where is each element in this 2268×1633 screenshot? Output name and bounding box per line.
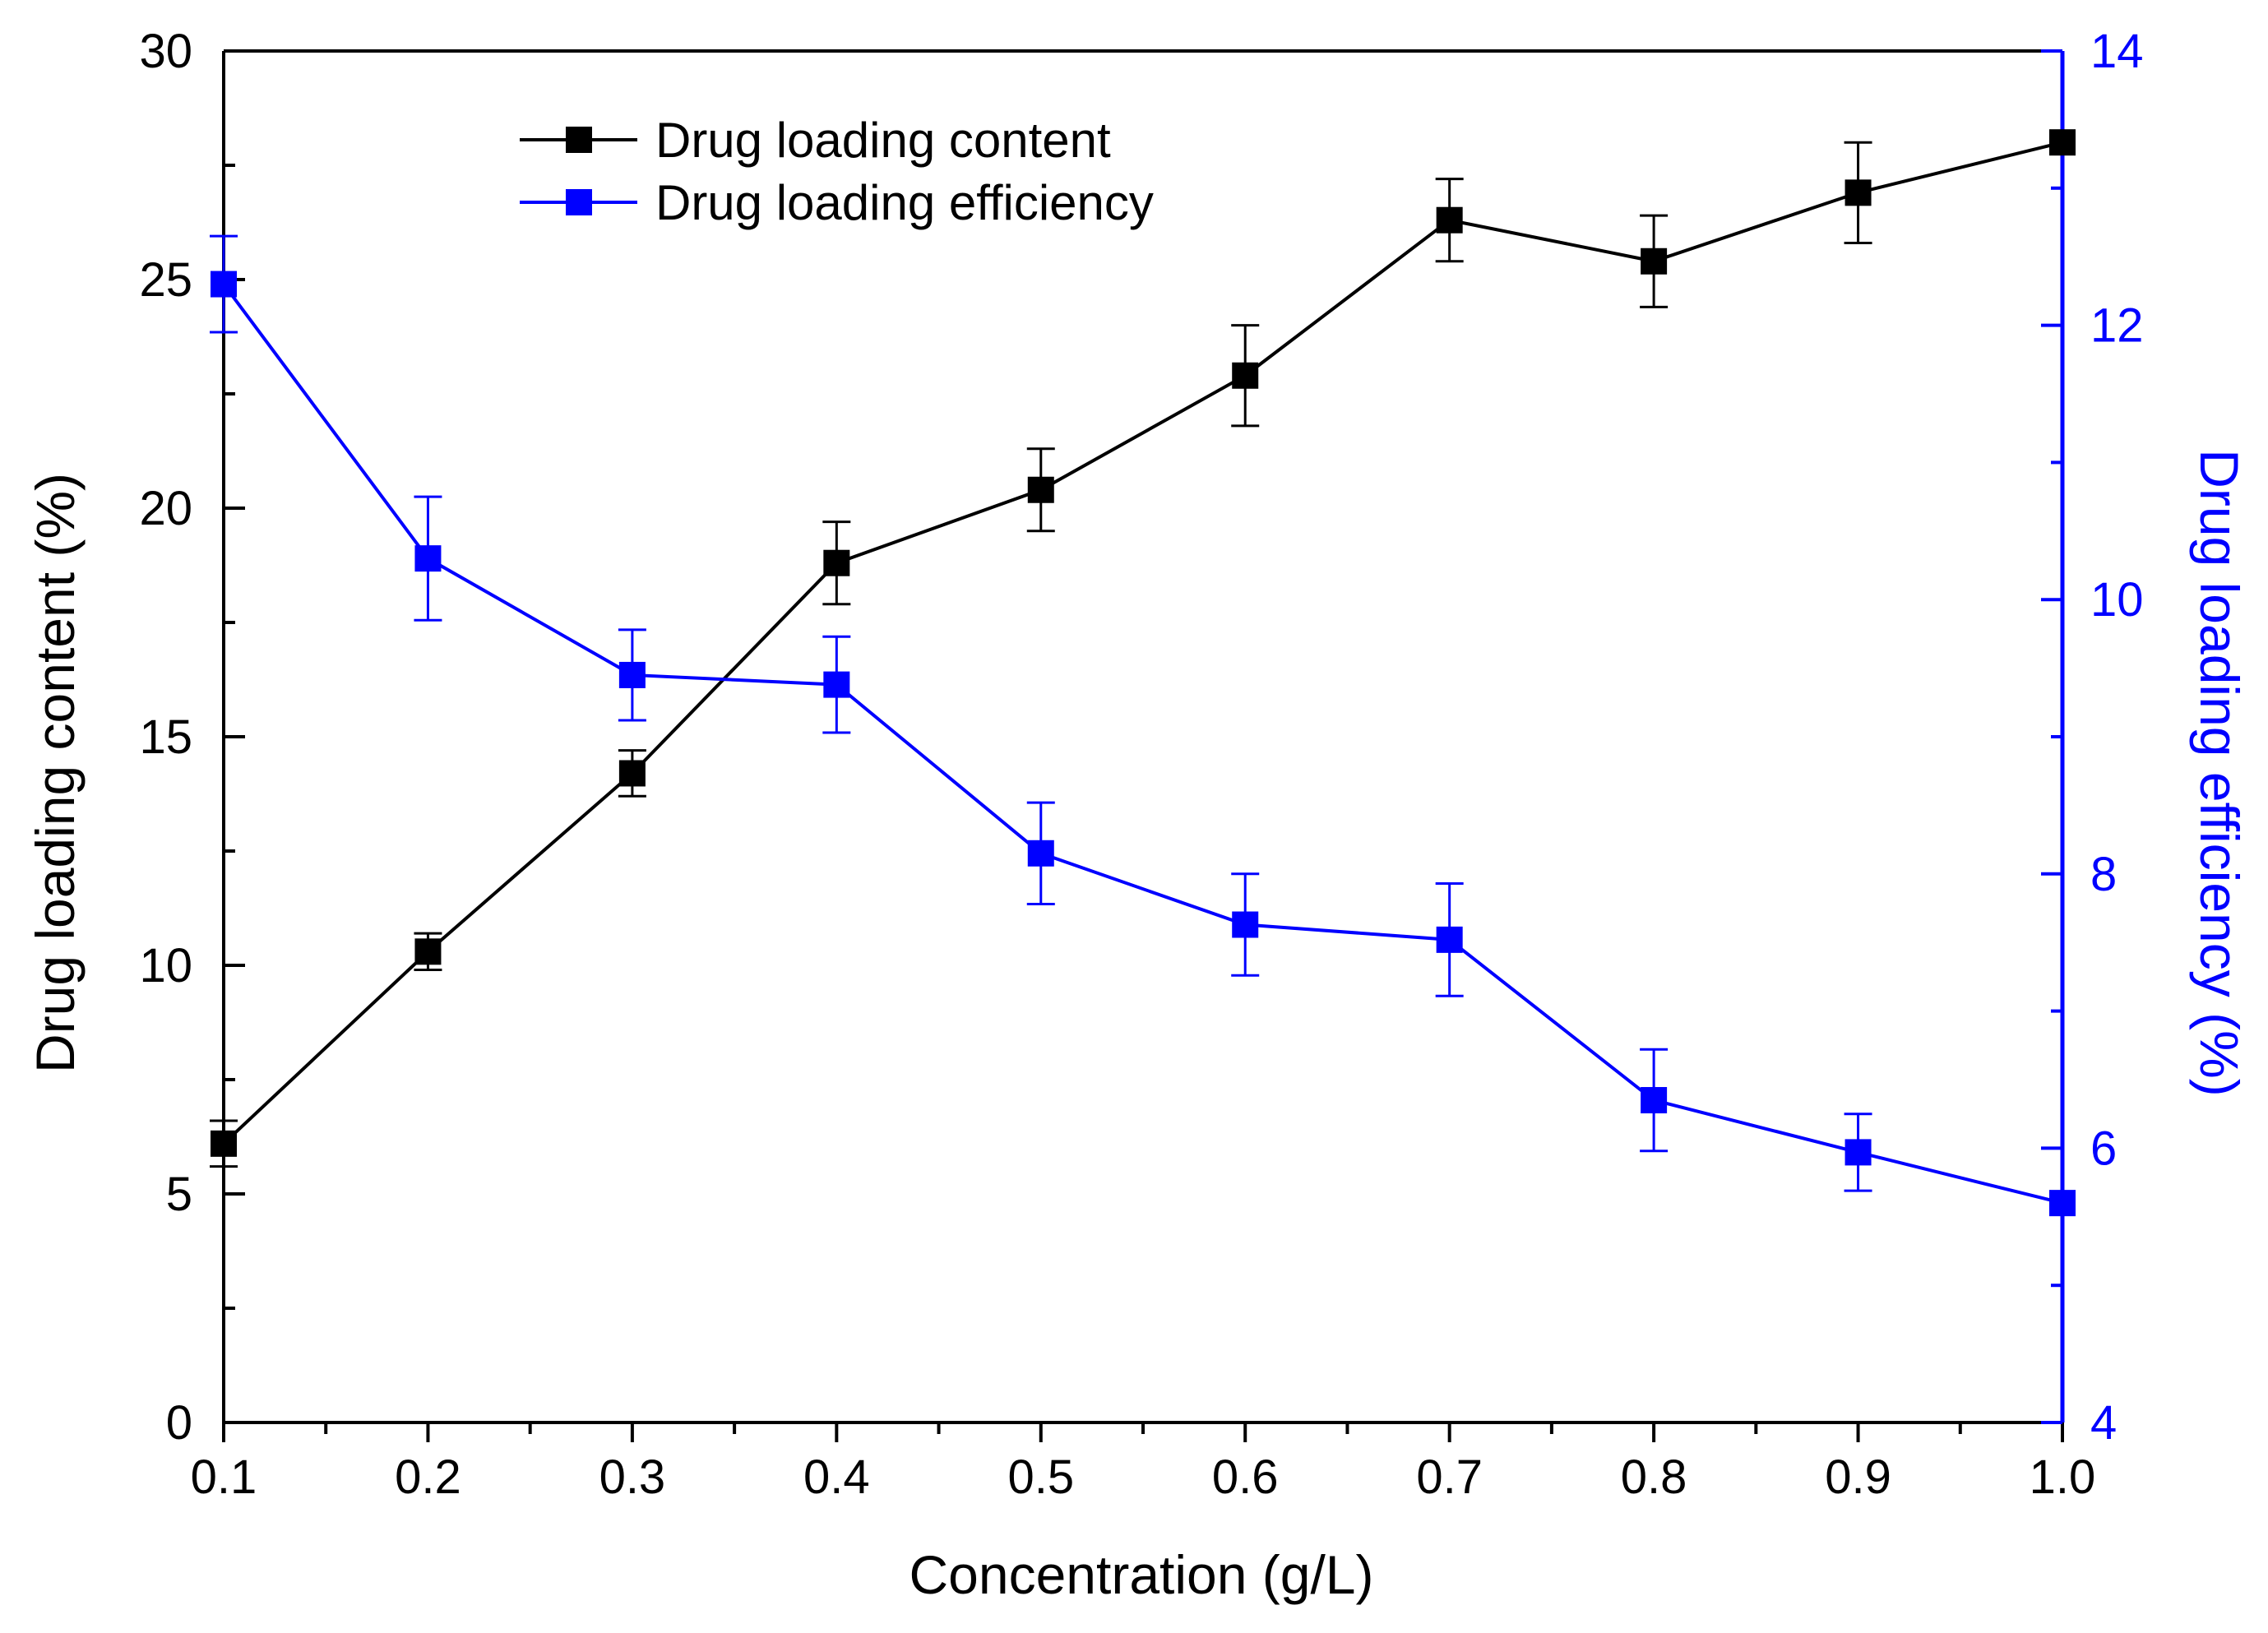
data-point xyxy=(1844,1139,1872,1166)
y-tick-label-right: 8 xyxy=(2090,848,2117,901)
x-tick-label: 1.0 xyxy=(2030,1450,2096,1504)
data-point xyxy=(414,545,442,572)
y-axis-right: 4 6 8 10 12 14 xyxy=(2041,25,2144,1450)
data-point xyxy=(618,661,646,688)
x-tick-label: 0.6 xyxy=(1212,1450,1279,1504)
y-tick-label-right: 12 xyxy=(2090,299,2144,353)
x-tick-label: 0.1 xyxy=(191,1450,257,1504)
y-tick-label-right: 10 xyxy=(2090,573,2144,627)
data-point xyxy=(1436,926,1463,953)
y-tick-label-left: 15 xyxy=(139,710,192,764)
x-tick-label: 0.9 xyxy=(1825,1450,1891,1504)
x-tick-label: 0.7 xyxy=(1416,1450,1483,1504)
y-axis-title-left: Drug loading content (%) xyxy=(25,473,86,1073)
legend-marker xyxy=(566,189,592,215)
y-tick-label-left: 25 xyxy=(139,253,192,307)
data-point xyxy=(1027,476,1054,503)
x-tick-label: 0.8 xyxy=(1621,1450,1687,1504)
series-layer xyxy=(210,129,2076,1217)
data-point xyxy=(618,760,646,787)
data-point xyxy=(823,671,850,698)
data-point xyxy=(2049,129,2076,156)
data-point xyxy=(1844,179,1872,206)
data-point xyxy=(823,549,850,576)
y-tick-label-left: 20 xyxy=(139,482,192,535)
x-axis: 0.1 0.2 0.3 0.4 0.5 0.6 0.7 0.8 0.9 1.0 xyxy=(191,1423,2096,1504)
y-tick-label-left: 0 xyxy=(166,1396,192,1450)
y-tick-label-right: 6 xyxy=(2090,1122,2117,1175)
y-tick-label-right: 4 xyxy=(2090,1396,2117,1450)
legend-marker xyxy=(566,127,592,153)
legend-entry: Drug loading efficiency xyxy=(520,175,1154,230)
data-point xyxy=(1232,911,1259,938)
legend-entry: Drug loading content xyxy=(520,113,1111,168)
legend-label: Drug loading efficiency xyxy=(655,175,1154,230)
series-line xyxy=(222,141,2063,1145)
plot-frame xyxy=(222,49,2065,1424)
data-point xyxy=(1027,840,1054,867)
data-point xyxy=(1436,206,1463,234)
data-point xyxy=(1641,1087,1668,1114)
x-tick-label: 0.2 xyxy=(395,1450,461,1504)
y-tick-label-right: 14 xyxy=(2090,25,2144,78)
data-point xyxy=(211,271,237,298)
data-point xyxy=(1641,247,1668,275)
series-line xyxy=(222,283,2063,1205)
data-point xyxy=(211,1130,237,1157)
y-tick-label-left: 10 xyxy=(139,939,192,992)
y-tick-label-left: 5 xyxy=(166,1168,192,1221)
y-axis-title-right: Drug loading efficiency (%) xyxy=(2189,449,2250,1097)
y-axis-left: 0 5 10 15 20 25 30 xyxy=(139,25,245,1450)
series-1 xyxy=(210,129,2076,1168)
legend-label: Drug loading content xyxy=(655,113,1111,168)
data-point xyxy=(1232,362,1259,389)
x-tick-label: 0.5 xyxy=(1007,1450,1074,1504)
y-tick-label-left: 30 xyxy=(139,25,192,78)
data-point xyxy=(414,938,442,965)
x-tick-label: 0.4 xyxy=(803,1450,870,1504)
legend: Drug loading content Drug loading efficie… xyxy=(520,113,1154,230)
x-axis-title: Concentration (g/L) xyxy=(910,1544,1374,1605)
series-2 xyxy=(210,234,2076,1217)
data-point xyxy=(2049,1190,2076,1217)
x-tick-label: 0.3 xyxy=(599,1450,666,1504)
